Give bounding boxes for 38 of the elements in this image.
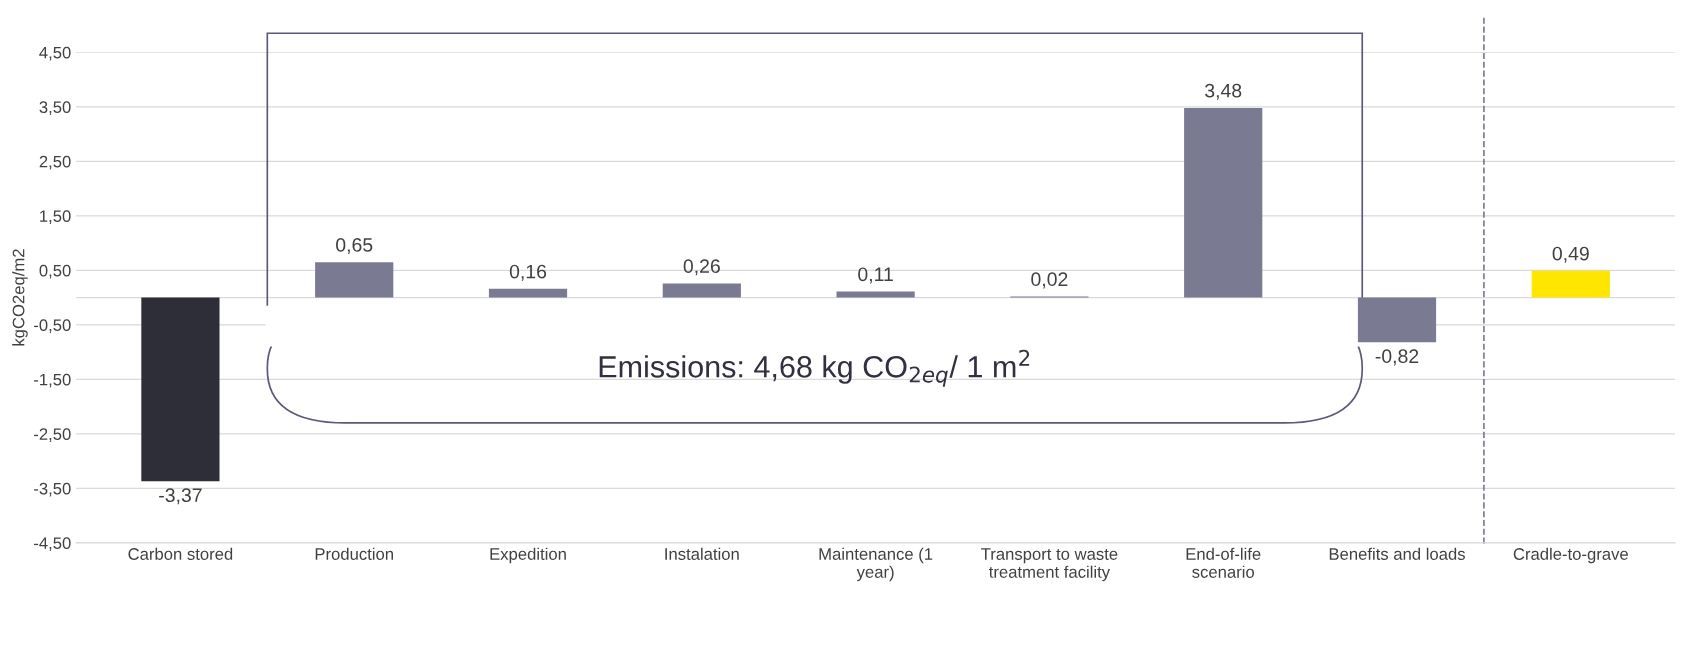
x-tick-label: Transport to waste treatment facility	[981, 548, 1118, 582]
y-tick-label: -0,50	[34, 319, 71, 333]
bar	[836, 291, 915, 298]
bar	[488, 288, 568, 298]
bar	[1531, 270, 1610, 298]
data-label: 0,02	[1031, 272, 1068, 289]
data-label: -3,37	[159, 488, 202, 505]
y-tick-label: 2,50	[39, 155, 71, 170]
y-tick-label: 0,50	[39, 264, 71, 279]
y-tick-label: -3,50	[34, 482, 71, 497]
data-label: 0,26	[683, 259, 720, 276]
x-tick-label: Benefits and loads	[1329, 547, 1465, 560]
bar	[141, 297, 220, 482]
y-tick-label: -1,50	[34, 373, 71, 388]
y-tick-label: -4,50	[34, 537, 71, 551]
y-tick-label: 4,50	[39, 46, 71, 61]
bar	[315, 262, 394, 298]
bar	[1184, 107, 1263, 298]
y-tick-label: 3,50	[39, 101, 71, 115]
y-tick-label: 1,50	[40, 210, 71, 224]
annotation: Emissions: 4,68 kg CO$_{2eq}$/ 1 m$^{2}$	[599, 349, 1030, 387]
data-label: 0,49	[1552, 246, 1589, 263]
x-tick-label: Carbon stored	[128, 547, 233, 560]
x-tick-label: End-of-life scenario	[1186, 547, 1261, 578]
data-label: 0,11	[858, 267, 893, 284]
x-tick-label: Expedition	[490, 547, 566, 564]
x-tick-label: Instalation	[665, 547, 739, 560]
data-label: 0,65	[336, 237, 373, 255]
y-tick-label: -2,50	[34, 428, 71, 442]
y-axis-title: kgCO2eq/m2	[12, 249, 28, 346]
x-tick-label: Production	[315, 547, 393, 560]
bar	[662, 283, 741, 298]
bar	[1357, 297, 1437, 343]
x-tick-label: Cradle-to-grave	[1513, 547, 1628, 564]
x-tick-label: Maintenance (1 year)	[819, 547, 933, 582]
data-label: 0,16	[509, 264, 547, 281]
data-label: -0,82	[1375, 349, 1419, 366]
data-label: 3,48	[1205, 83, 1242, 100]
